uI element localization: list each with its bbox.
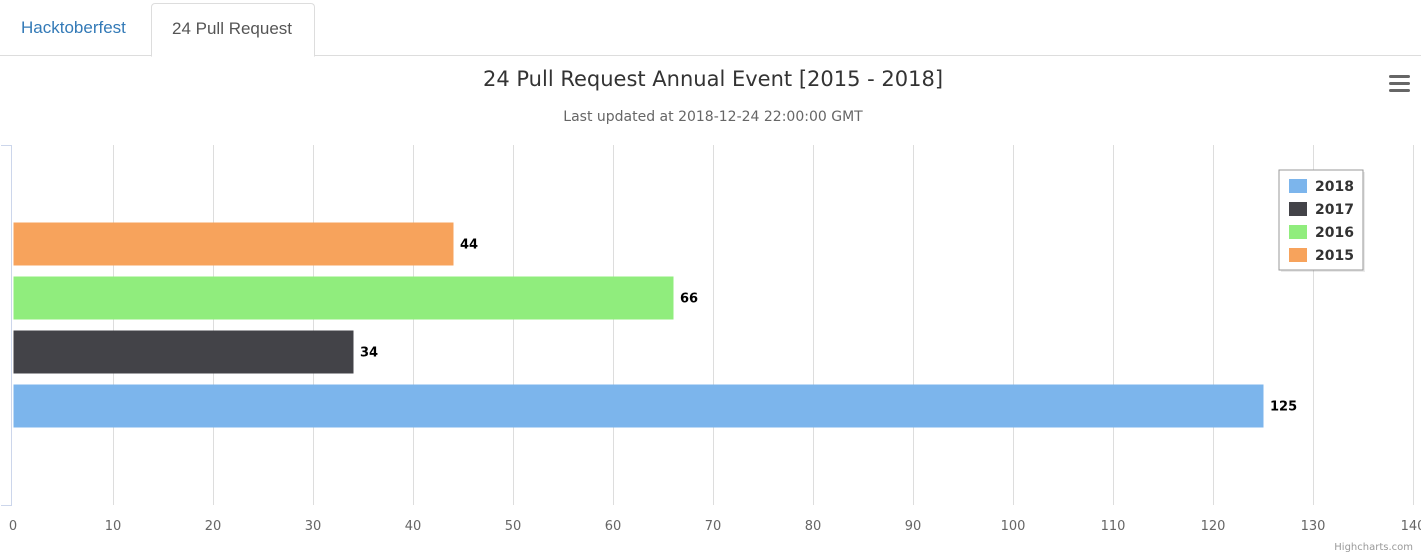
legend-item-2016[interactable]: 2016 — [1289, 225, 1354, 241]
chart-title: 24 Pull Request Annual Event [2015 - 201… — [483, 67, 943, 91]
bars: 44 66 34 125 — [13, 222, 1297, 428]
x-tick-label: 130 — [1301, 519, 1326, 534]
x-tick-label: 140 — [1401, 519, 1421, 534]
tab-24-pull-request[interactable]: 24 Pull Request — [151, 3, 315, 57]
legend-label: 2016 — [1315, 225, 1354, 241]
x-tick-label: 10 — [105, 519, 122, 534]
x-tick-label: 50 — [505, 519, 522, 534]
x-tick-label: 40 — [405, 519, 422, 534]
legend-item-2017[interactable]: 2017 — [1289, 202, 1354, 218]
legend-label: 2018 — [1315, 179, 1354, 195]
legend-label: 2015 — [1315, 248, 1354, 264]
x-tick-label: 0 — [9, 519, 17, 534]
bar-2016[interactable] — [13, 276, 674, 320]
tab-bar: Hacktoberfest 24 Pull Request — [0, 0, 1421, 57]
chart: 24 Pull Request Annual Event [2015 - 201… — [1, 67, 1421, 553]
x-tick-label: 80 — [805, 519, 822, 534]
legend-label: 2017 — [1315, 202, 1354, 218]
x-tick-label: 120 — [1201, 519, 1226, 534]
legend: 2018 2017 2016 2015 — [1278, 169, 1365, 272]
x-tick-label: 30 — [305, 519, 322, 534]
x-tick-label: 100 — [1001, 519, 1026, 534]
x-tick-label: 110 — [1101, 519, 1126, 534]
x-tick-label: 60 — [605, 519, 622, 534]
legend-item-2018[interactable]: 2018 — [1289, 179, 1354, 195]
chart-subtitle: Last updated at 2018-12-24 22:00:00 GMT — [563, 109, 863, 125]
x-tick-label: 70 — [705, 519, 722, 534]
bar-2017[interactable] — [13, 330, 354, 374]
x-axis: 0 10 20 30 40 50 60 70 80 90 100 110 120 130 140 — [9, 519, 1421, 534]
data-label-2016: 66 — [680, 292, 698, 307]
menu-icon[interactable] — [1384, 72, 1416, 96]
x-tick-label: 20 — [205, 519, 222, 534]
legend-swatch — [1289, 248, 1307, 262]
data-label-2018: 125 — [1270, 400, 1297, 415]
legend-swatch — [1289, 179, 1307, 193]
bar-2015[interactable] — [13, 222, 454, 266]
legend-swatch — [1289, 225, 1307, 239]
data-label-2017: 34 — [360, 346, 378, 361]
bar-2018[interactable] — [13, 384, 1264, 428]
grid — [1, 145, 1414, 506]
x-tick-label: 90 — [905, 519, 922, 534]
data-label-2015: 44 — [460, 238, 478, 253]
legend-item-2015[interactable]: 2015 — [1289, 248, 1354, 264]
credits-link[interactable]: Highcharts.com — [1334, 542, 1413, 553]
legend-swatch — [1289, 202, 1307, 216]
tab-hacktoberfest[interactable]: Hacktoberfest — [21, 18, 126, 37]
